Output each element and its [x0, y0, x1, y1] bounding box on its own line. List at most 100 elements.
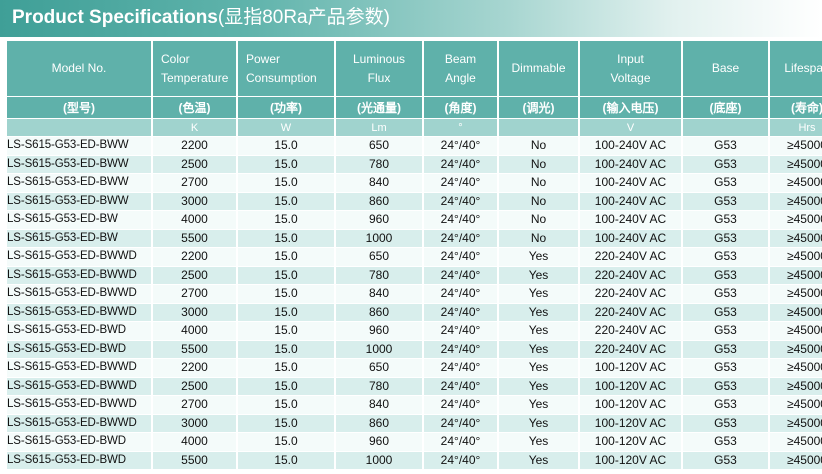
cell-base: G53 — [683, 137, 768, 156]
cell-model: LS-S615-G53-ED-BWWD — [7, 285, 151, 304]
header-input-voltage: Input Voltage — [580, 41, 681, 97]
cell-input-voltage: 220-240V AC — [580, 285, 681, 304]
cell-luminous-flux: 1000 — [336, 451, 422, 470]
cell-luminous-flux: 1000 — [336, 340, 422, 359]
cell-lifespan: ≥45000 — [770, 174, 822, 193]
cell-beam-angle: 24°/40° — [424, 359, 497, 378]
cell-model: LS-S615-G53-ED-BWD — [7, 340, 151, 359]
header-dimmable: Dimmable — [499, 41, 578, 97]
header-base-line: Base — [711, 61, 740, 75]
table-row: LS-S615-G53-ED-BWWD 2200 15.0 650 24°/40° Yes… — [7, 248, 822, 267]
cell-power: 15.0 — [238, 192, 334, 211]
cell-power: 15.0 — [238, 359, 334, 378]
header-row-units: K W Lm ° V Hrs — [7, 119, 822, 137]
cell-dimmable: No — [499, 229, 578, 248]
cell-power: 15.0 — [238, 322, 334, 341]
cell-luminous-flux: 650 — [336, 248, 422, 267]
cell-lifespan: ≥45000 — [770, 248, 822, 267]
cell-power: 15.0 — [238, 248, 334, 267]
cell-luminous-flux: 840 — [336, 285, 422, 304]
cell-color-temperature: 4000 — [153, 433, 236, 452]
header-power-chinese: (功率) — [238, 97, 334, 119]
header-color-temperature-line: Temperature — [161, 70, 229, 85]
cell-luminous-flux: 780 — [336, 266, 422, 285]
cell-dimmable: Yes — [499, 396, 578, 415]
cell-model: LS-S615-G53-ED-BW — [7, 229, 151, 248]
table-row: LS-S615-G53-ED-BWWD 2700 15.0 840 24°/40° Yes… — [7, 285, 822, 304]
table-row: LS-S615-G53-ED-BWWD 2700 15.0 840 24°/40° Yes… — [7, 396, 822, 415]
header-base-chinese: (底座) — [683, 97, 768, 119]
cell-input-voltage: 220-240V AC — [580, 303, 681, 322]
cell-base: G53 — [683, 340, 768, 359]
cell-color-temperature: 5500 — [153, 340, 236, 359]
cell-model: LS-S615-G53-ED-BWWD — [7, 303, 151, 322]
cell-beam-angle: 24°/40° — [424, 266, 497, 285]
cell-dimmable: Yes — [499, 340, 578, 359]
header-luminous-flux-chinese: (光通量) — [336, 97, 422, 119]
cell-beam-angle: 24°/40° — [424, 155, 497, 174]
header-color-temperature-line: Color — [161, 51, 190, 66]
cell-base: G53 — [683, 396, 768, 415]
table-row: LS-S615-G53-ED-BWWD 2500 15.0 780 24°/40° Yes… — [7, 377, 822, 396]
title-english: Product Specifications — [12, 7, 218, 28]
cell-color-temperature: 4000 — [153, 211, 236, 230]
cell-color-temperature: 5500 — [153, 229, 236, 248]
cell-lifespan: ≥45000 — [770, 137, 822, 156]
cell-lifespan: ≥45000 — [770, 433, 822, 452]
cell-base: G53 — [683, 285, 768, 304]
table-row: LS-S615-G53-ED-BWW 3000 15.0 860 24°/40° No 10… — [7, 192, 822, 211]
cell-input-voltage: 100-120V AC — [580, 396, 681, 415]
cell-dimmable: No — [499, 174, 578, 193]
cell-base: G53 — [683, 322, 768, 341]
cell-input-voltage: 100-120V AC — [580, 377, 681, 396]
cell-beam-angle: 24°/40° — [424, 322, 497, 341]
header-dimmable-line: Dimmable — [511, 61, 566, 75]
table-row: LS-S615-G53-ED-BWD 5500 15.0 1000 24°/40° Yes… — [7, 451, 822, 470]
cell-beam-angle: 24°/40° — [424, 396, 497, 415]
header-model-chinese: (型号) — [7, 97, 151, 119]
cell-base: G53 — [683, 229, 768, 248]
cell-model: LS-S615-G53-ED-BWD — [7, 433, 151, 452]
cell-color-temperature: 2500 — [153, 377, 236, 396]
table-row: LS-S615-G53-ED-BWD 5500 15.0 1000 24°/40° Yes… — [7, 340, 822, 359]
cell-model: LS-S615-G53-ED-BWWD — [7, 377, 151, 396]
header-beam-angle: Beam Angle — [424, 41, 497, 97]
cell-model: LS-S615-G53-ED-BWW — [7, 192, 151, 211]
cell-beam-angle: 24°/40° — [424, 433, 497, 452]
cell-color-temperature: 5500 — [153, 451, 236, 470]
cell-input-voltage: 100-120V AC — [580, 359, 681, 378]
table-row: LS-S615-G53-ED-BW 4000 15.0 960 24°/40° No 100… — [7, 211, 822, 230]
cell-beam-angle: 24°/40° — [424, 229, 497, 248]
cell-beam-angle: 24°/40° — [424, 192, 497, 211]
header-lifespan: Lifespan — [770, 41, 822, 97]
cell-dimmable: Yes — [499, 359, 578, 378]
cell-beam-angle: 24°/40° — [424, 174, 497, 193]
cell-base: G53 — [683, 211, 768, 230]
header-row: Model No. Color Temperature Power Consumptio… — [7, 41, 822, 97]
cell-color-temperature: 3000 — [153, 414, 236, 433]
cell-input-voltage: 100-120V AC — [580, 414, 681, 433]
cell-beam-angle: 24°/40° — [424, 285, 497, 304]
cell-lifespan: ≥45000 — [770, 377, 822, 396]
cell-power: 15.0 — [238, 229, 334, 248]
cell-power: 15.0 — [238, 211, 334, 230]
cell-color-temperature: 3000 — [153, 303, 236, 322]
cell-base: G53 — [683, 303, 768, 322]
cell-lifespan: ≥45000 — [770, 414, 822, 433]
cell-luminous-flux: 860 — [336, 192, 422, 211]
table-row: LS-S615-G53-ED-BWW 2200 15.0 650 24°/40° No 10… — [7, 137, 822, 156]
cell-dimmable: Yes — [499, 433, 578, 452]
header-input-voltage-line: Voltage — [610, 70, 651, 85]
cell-luminous-flux: 780 — [336, 155, 422, 174]
header-input-voltage-chinese: (输入电压) — [580, 97, 681, 119]
cell-lifespan: ≥45000 — [770, 340, 822, 359]
page-title: Product Specifications(显指80Ra产品参数) — [12, 5, 390, 31]
cell-input-voltage: 100-240V AC — [580, 192, 681, 211]
cell-beam-angle: 24°/40° — [424, 340, 497, 359]
cell-input-voltage: 220-240V AC — [580, 248, 681, 267]
cell-lifespan: ≥45000 — [770, 303, 822, 322]
cell-lifespan: ≥45000 — [770, 359, 822, 378]
table-row: LS-S615-G53-ED-BWWD 3000 15.0 860 24°/40° Yes… — [7, 414, 822, 433]
cell-color-temperature: 4000 — [153, 322, 236, 341]
cell-input-voltage: 100-240V AC — [580, 174, 681, 193]
